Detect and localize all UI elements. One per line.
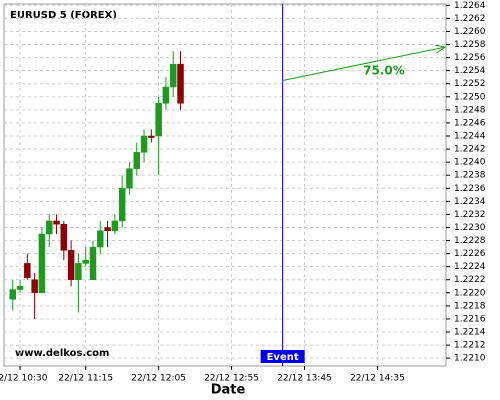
arrow-label: 75.0% [363, 63, 405, 77]
x-tick-label: 22/12 14:35 [350, 374, 405, 384]
x-tick-label: 22/12 11:15 [58, 374, 113, 384]
y-tick-label: 1.2228 [454, 236, 486, 246]
y-tick-label: 1.2260 [454, 27, 486, 37]
y-tick-label: 1.2242 [454, 145, 486, 155]
y-tick-label: 1.2240 [454, 158, 486, 168]
candle-body [16, 286, 24, 290]
candle-body [111, 220, 119, 231]
y-tick-label: 1.2236 [454, 184, 486, 194]
candle-body [53, 220, 60, 225]
y-tick-label: 1.2212 [454, 341, 486, 351]
y-tick-label: 1.2262 [454, 14, 486, 24]
candle-body [140, 135, 148, 153]
candle-body [177, 63, 184, 104]
plot-area [3, 3, 447, 367]
candle-body [82, 259, 89, 264]
y-tick-label: 1.2238 [454, 171, 486, 181]
candle-body [155, 103, 162, 137]
y-tick-label: 1.2230 [454, 223, 486, 233]
y-tick-label: 1.2218 [454, 301, 486, 311]
candle-body [126, 168, 133, 189]
arrow-head [435, 44, 447, 54]
candle-body [104, 227, 111, 231]
candle-body [133, 152, 140, 169]
candle-body [118, 188, 126, 222]
y-tick-label: 1.2234 [454, 197, 486, 207]
x-tick-label: 22/12 12:05 [131, 374, 186, 384]
y-tick-label: 1.2226 [454, 249, 486, 259]
candle-body [97, 230, 104, 248]
candle-body [162, 86, 170, 104]
watermark: www.delkos.com [15, 348, 109, 359]
y-tick-label: 1.2248 [454, 105, 486, 115]
y-tick-label: 1.2252 [454, 79, 486, 89]
chart-title: EURUSD 5 (FOREX) [10, 10, 117, 21]
y-tick-label: 1.2216 [454, 314, 486, 324]
x-tick-label: 22/12 12:55 [204, 374, 259, 384]
candle-body [9, 289, 17, 300]
event-label: Event [267, 352, 299, 363]
y-tick-label: 1.2222 [454, 275, 486, 285]
candle-body [38, 233, 46, 294]
candle-body [148, 135, 155, 138]
y-tick-label: 1.2254 [454, 66, 486, 76]
y-tick-label: 1.2220 [454, 288, 486, 298]
candle-body [169, 63, 177, 88]
y-tick-label: 1.2256 [454, 53, 486, 63]
candle-body [75, 263, 82, 280]
y-tick-label: 1.2246 [454, 118, 486, 128]
candle-body [45, 220, 53, 235]
event-box [260, 350, 305, 363]
y-tick-label: 1.2250 [454, 92, 486, 102]
x-tick-label: 22/12 13:45 [277, 374, 332, 384]
arrow-line [282, 46, 446, 81]
candle-body [60, 223, 68, 251]
y-tick-label: 1.2244 [454, 131, 486, 141]
y-tick-label: 1.2264 [454, 1, 486, 11]
y-tick-label: 1.2210 [454, 354, 486, 364]
candle-body [24, 263, 31, 279]
candle-body [31, 279, 38, 294]
y-tick-label: 1.2258 [454, 40, 486, 50]
candle-body [89, 246, 97, 280]
y-tick-label: 1.2224 [454, 262, 486, 272]
y-tick-label: 1.2214 [454, 328, 486, 338]
x-axis-label: Date [211, 383, 246, 398]
x-tick-label: 22/12 10:30 [0, 374, 48, 384]
y-tick-label: 1.2232 [454, 210, 486, 220]
candle-body [67, 250, 75, 280]
